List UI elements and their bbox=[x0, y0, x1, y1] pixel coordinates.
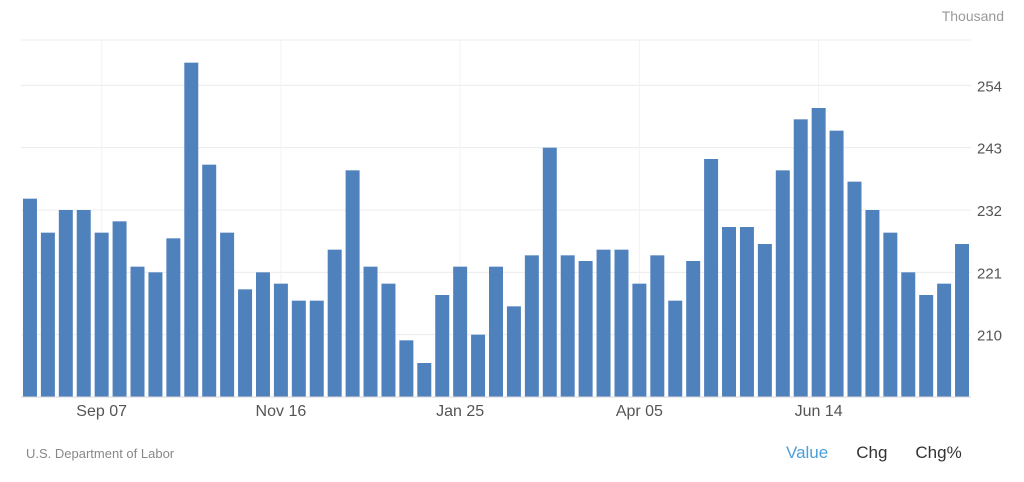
bar bbox=[130, 266, 145, 397]
bar bbox=[202, 164, 217, 397]
y-tick-label: 210 bbox=[977, 328, 1002, 345]
bar bbox=[757, 244, 772, 397]
bar bbox=[739, 227, 754, 397]
bar bbox=[578, 261, 593, 397]
bar bbox=[937, 283, 952, 397]
tab-chg[interactable]: Chg bbox=[856, 443, 888, 462]
bar bbox=[650, 255, 665, 397]
bar bbox=[883, 232, 898, 397]
bar bbox=[489, 266, 503, 397]
bar bbox=[704, 159, 719, 397]
y-tick-label: 254 bbox=[977, 78, 1002, 95]
bar bbox=[220, 232, 235, 397]
bar bbox=[955, 244, 970, 397]
x-tick-label: Jan 25 bbox=[436, 403, 484, 420]
bar bbox=[363, 266, 378, 397]
y-tick-label: 232 bbox=[977, 203, 1002, 220]
bar bbox=[40, 232, 55, 397]
bar bbox=[919, 295, 934, 397]
bar bbox=[417, 363, 432, 397]
bar bbox=[291, 300, 306, 397]
bar bbox=[793, 119, 808, 397]
bar bbox=[829, 130, 844, 397]
bar bbox=[471, 334, 486, 397]
bar bbox=[112, 221, 127, 397]
y-axis-ticks: 210 221 232 243 254 bbox=[977, 78, 1002, 344]
bar bbox=[327, 249, 342, 397]
bar bbox=[865, 210, 880, 397]
bar bbox=[22, 198, 37, 397]
bar bbox=[560, 255, 575, 397]
bar bbox=[847, 181, 862, 397]
bar bbox=[309, 300, 324, 397]
bars bbox=[21, 62, 971, 398]
bar bbox=[596, 249, 611, 397]
bar bbox=[722, 227, 737, 397]
y-tick-label: 243 bbox=[977, 141, 1002, 158]
bar bbox=[58, 210, 73, 397]
bar bbox=[166, 238, 181, 397]
bar bbox=[273, 283, 288, 397]
bar bbox=[686, 261, 701, 397]
bar bbox=[94, 232, 109, 397]
bar bbox=[668, 300, 683, 397]
bar bbox=[811, 108, 826, 397]
unit-label: Thousand bbox=[941, 8, 1004, 24]
y-tick-label: 221 bbox=[977, 265, 1002, 282]
bar bbox=[238, 289, 253, 397]
source-label: U.S. Department of Labor bbox=[26, 446, 175, 461]
bar bbox=[399, 340, 414, 397]
chart: Sep 07 Nov 16 Jan 25 Apr 05 Jun 14 210 221 232… bbox=[21, 39, 1002, 420]
bar bbox=[632, 283, 647, 397]
bar bbox=[381, 283, 396, 397]
bar bbox=[255, 272, 270, 397]
bar bbox=[453, 266, 468, 397]
bar bbox=[614, 249, 629, 397]
tab-chg-pct[interactable]: Chg% bbox=[915, 443, 962, 462]
bar bbox=[76, 210, 91, 397]
bar bbox=[524, 255, 539, 397]
bar bbox=[901, 272, 916, 397]
bar bbox=[435, 295, 450, 397]
bar bbox=[506, 306, 521, 397]
x-tick-label: Sep 07 bbox=[76, 403, 127, 420]
view-tabs: Value Chg Chg% bbox=[786, 443, 962, 463]
x-tick-label: Nov 16 bbox=[256, 403, 307, 420]
x-tick-label: Jun 14 bbox=[795, 403, 843, 420]
bar bbox=[775, 170, 790, 397]
bar bbox=[148, 272, 163, 397]
bar bbox=[184, 62, 199, 398]
tab-value[interactable]: Value bbox=[786, 443, 829, 462]
bar bbox=[542, 147, 557, 397]
x-axis-ticks: Sep 07 Nov 16 Jan 25 Apr 05 Jun 14 bbox=[76, 403, 842, 420]
x-tick-label: Apr 05 bbox=[616, 403, 663, 420]
bar bbox=[345, 170, 360, 397]
